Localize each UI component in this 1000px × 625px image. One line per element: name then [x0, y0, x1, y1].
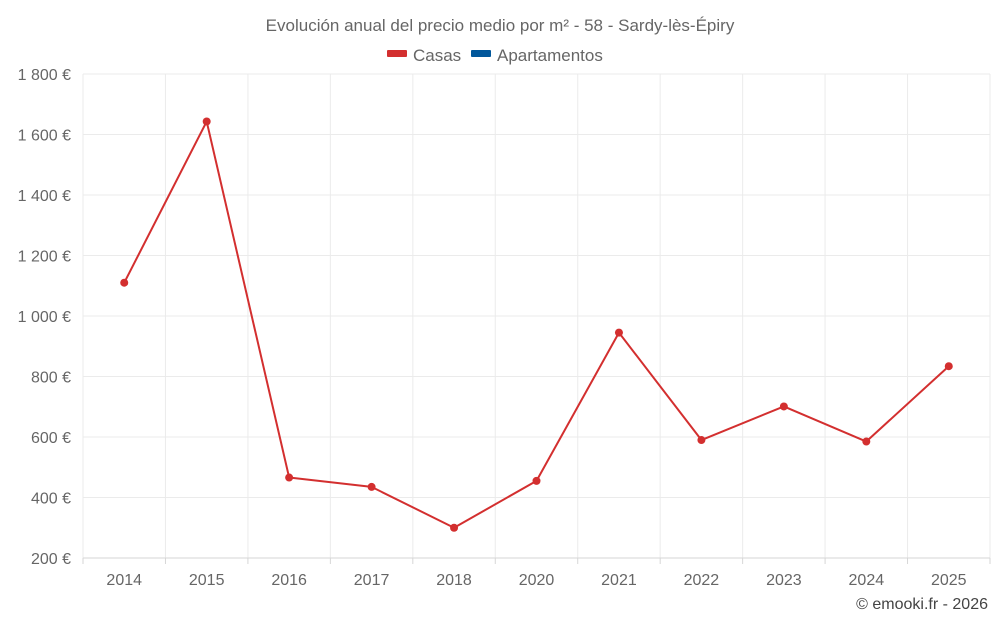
x-tick-label: 2023	[766, 572, 802, 589]
x-tick-label: 2016	[271, 572, 307, 589]
x-tick-label: 2017	[354, 572, 390, 589]
x-tick-label: 2022	[684, 572, 720, 589]
y-tick-label: 1 800 €	[18, 67, 71, 84]
legend-item-casas[interactable]: Casas	[387, 46, 461, 65]
grid	[82, 73, 991, 559]
legend-label-apartamentos: Apartamentos	[497, 46, 603, 65]
data-point[interactable]	[944, 362, 953, 371]
x-tick-label: 2014	[106, 572, 142, 589]
y-tick-label: 200 €	[31, 551, 71, 568]
data-point[interactable]	[862, 437, 871, 446]
legend-label-casas: Casas	[413, 46, 461, 65]
data-point[interactable]	[367, 482, 376, 491]
legend-swatch-casas	[387, 50, 407, 57]
legend-swatch-apartamentos	[471, 50, 491, 57]
y-tick-label: 400 €	[31, 491, 71, 508]
data-point[interactable]	[285, 473, 294, 482]
y-axis: 200 € 400 € 600 € 800 € 1 000 € 1 200 € 1 400 …	[18, 67, 71, 568]
y-tick-label: 1 200 €	[18, 249, 71, 266]
legend: Casas Apartamentos	[387, 46, 603, 65]
data-point[interactable]	[614, 328, 623, 337]
data-point[interactable]	[532, 476, 541, 485]
x-tick-label: 2021	[601, 572, 637, 589]
data-point[interactable]	[450, 523, 459, 532]
y-tick-label: 800 €	[31, 370, 71, 387]
y-tick-label: 1 400 €	[18, 188, 71, 205]
y-tick-label: 1 600 €	[18, 128, 71, 145]
data-point[interactable]	[779, 402, 788, 411]
x-tick-label: 2024	[849, 572, 885, 589]
data-point[interactable]	[120, 278, 129, 287]
credit: © emooki.fr - 2026	[856, 596, 988, 613]
y-tick-label: 600 €	[31, 430, 71, 447]
x-tick-label: 2018	[436, 572, 472, 589]
x-tick-label: 2025	[931, 572, 967, 589]
plot-area	[120, 117, 953, 532]
x-axis: 2014 2015 2016 2017 2018 2020 2021 2022 2023 2024…	[82, 557, 991, 589]
data-point[interactable]	[202, 117, 211, 126]
chart-title: Evolución anual del precio medio por m² …	[266, 16, 735, 35]
data-point[interactable]	[697, 436, 706, 445]
x-tick-label: 2015	[189, 572, 225, 589]
legend-item-apartamentos[interactable]: Apartamentos	[471, 46, 603, 65]
x-tick-label: 2020	[519, 572, 555, 589]
y-tick-label: 1 000 €	[18, 309, 71, 326]
